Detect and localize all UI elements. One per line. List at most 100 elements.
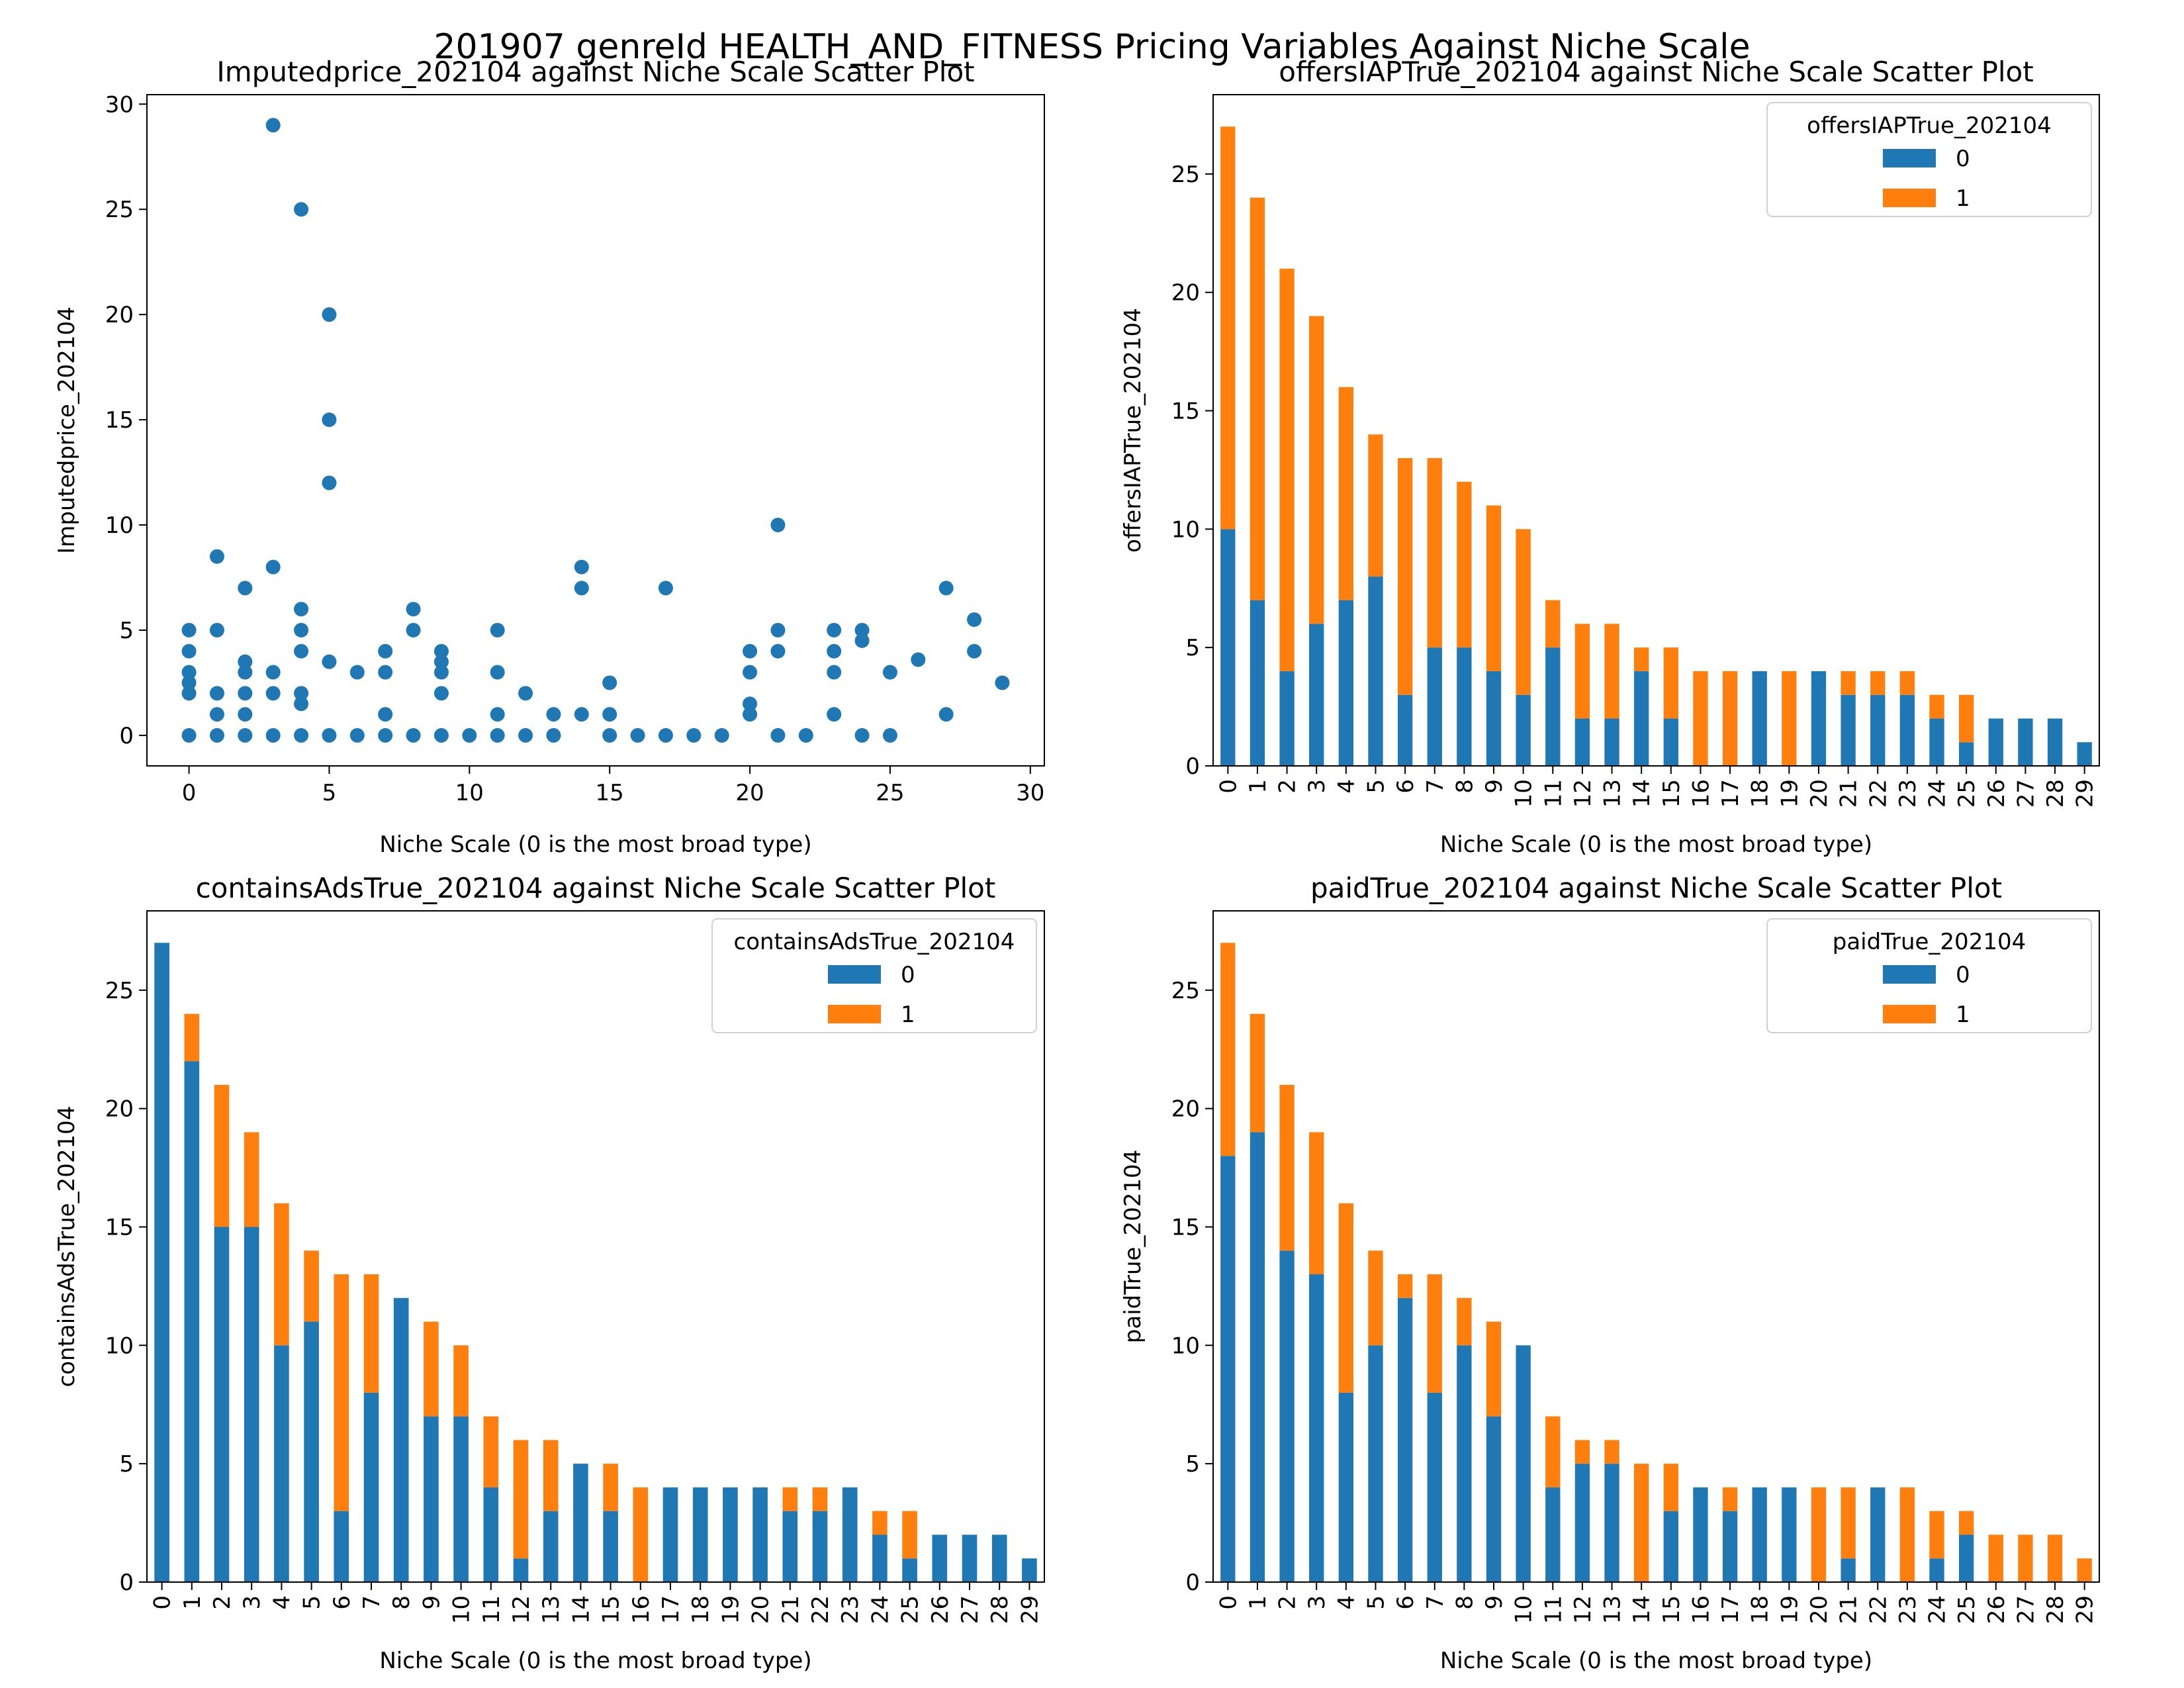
bar-series-1-cat-1 <box>1250 1013 1265 1133</box>
bar-series-1-cat-11 <box>1545 600 1561 648</box>
bar-series-1-cat-5 <box>1368 1250 1383 1346</box>
x-tick-label-3: 29 <box>2072 1595 2099 1624</box>
x-tick-label-1: 28 <box>2042 779 2069 808</box>
x-tick-label-1: 14 <box>1629 779 1655 808</box>
y-axis-label-0: Imputedprice_202104 <box>54 306 80 554</box>
x-tick-label-3: 28 <box>2042 1595 2069 1624</box>
scatter-point <box>238 654 253 669</box>
x-tick-label-1: 1 <box>1245 779 1271 794</box>
bar-series-1-cat-8 <box>1457 481 1472 648</box>
x-tick-label-2: 24 <box>867 1595 893 1624</box>
y-tick-label-1: 25 <box>1171 162 1200 188</box>
bar-series-1-cat-25 <box>902 1511 917 1559</box>
x-tick-label-1: 29 <box>2072 779 2099 808</box>
x-tick-label-3: 20 <box>1806 1595 1833 1624</box>
bar-series-0-cat-23 <box>1899 694 1915 766</box>
scatter-point <box>378 707 393 722</box>
bar-series-0-cat-11 <box>483 1487 499 1582</box>
bar-series-0-cat-5 <box>304 1321 319 1582</box>
bar-series-0-cat-0 <box>154 943 169 1582</box>
bar-series-0-cat-24 <box>1929 718 1944 766</box>
scatter-point <box>770 518 786 533</box>
bar-series-0-cat-25 <box>1958 742 1974 766</box>
legend-label-0: 0 <box>1956 146 1970 172</box>
bar-series-0-cat-0 <box>1220 529 1236 766</box>
legend-swatch-0 <box>828 965 881 984</box>
bar-series-0-cat-13 <box>1604 718 1619 766</box>
x-tick-label-3: 9 <box>1481 1595 1508 1610</box>
scatter-point <box>938 707 954 722</box>
bar-series-1-cat-6 <box>1397 458 1413 695</box>
bar-series-1-cat-6 <box>334 1274 349 1511</box>
paid-bar-panel: paidTrue_202104 against Niche Scale Scat… <box>1120 872 2100 1674</box>
scatter-point <box>294 602 309 617</box>
bar-series-1-cat-29 <box>2077 1558 2092 1582</box>
y-tick-label-2: 0 <box>119 1570 134 1596</box>
x-tick-label-1: 3 <box>1304 779 1330 794</box>
scatter-point <box>658 727 673 743</box>
bar-series-1-cat-11 <box>483 1416 499 1487</box>
x-tick-label-2: 14 <box>568 1595 594 1624</box>
bar-series-0-cat-26 <box>932 1534 948 1582</box>
bar-series-0-cat-9 <box>424 1416 439 1582</box>
scatter-point <box>827 643 842 659</box>
x-tick-label-3: 17 <box>1717 1595 1744 1624</box>
x-tick-label-2: 6 <box>329 1595 355 1610</box>
bar-series-1-cat-6 <box>1397 1274 1413 1298</box>
bar-series-0-cat-3 <box>244 1227 259 1582</box>
bar-series-1-cat-10 <box>1516 529 1531 695</box>
scatter-point <box>238 686 253 701</box>
bar-series-1-cat-3 <box>1309 1132 1324 1275</box>
scatter-point <box>911 652 926 667</box>
bar-series-0-cat-15 <box>1663 718 1678 766</box>
axes-frame-3 <box>1212 910 2100 1583</box>
bar-series-0-cat-1 <box>184 1061 200 1582</box>
x-tick-label-3: 27 <box>2013 1595 2039 1624</box>
scatter-point <box>854 633 870 648</box>
legend-swatch-0 <box>1883 965 1936 984</box>
y-tick-label-1: 15 <box>1171 398 1200 424</box>
bar-series-0-cat-6 <box>334 1511 349 1582</box>
y-tick-label-1: 5 <box>1185 635 1200 661</box>
bar-series-1-cat-24 <box>1929 694 1944 719</box>
x-tick-label-3: 7 <box>1422 1595 1449 1610</box>
bar-series-0-cat-4 <box>1338 600 1354 766</box>
bar-series-1-cat-9 <box>1486 505 1502 671</box>
scatter-point <box>238 707 253 722</box>
x-tick-label-3: 18 <box>1747 1595 1774 1624</box>
y-tick-label-3: 5 <box>1185 1451 1200 1477</box>
bar-series-1-cat-0 <box>1220 943 1236 1156</box>
y-tick-label-0: 0 <box>119 723 134 749</box>
bar-series-1-cat-21 <box>1841 1487 1856 1559</box>
x-tick-label-0: 25 <box>876 780 904 806</box>
bar-series-1-cat-23 <box>1899 1487 1915 1582</box>
x-tick-label-1: 22 <box>1865 779 1891 808</box>
scatter-point <box>433 654 449 669</box>
y-tick-label-0: 25 <box>105 197 134 223</box>
x-tick-label-3: 21 <box>1836 1595 1862 1624</box>
bar-series-0-cat-8 <box>1457 1345 1472 1582</box>
subplot-title-0: Imputedprice_202104 against Niche Scale … <box>216 56 974 88</box>
bar-series-1-cat-1 <box>1250 197 1265 600</box>
bar-series-1-cat-15 <box>603 1464 618 1511</box>
y-tick-label-2: 20 <box>105 1096 134 1123</box>
scatter-point <box>546 727 561 743</box>
bar-series-0-cat-14 <box>573 1464 588 1582</box>
y-tick-label-2: 10 <box>105 1333 134 1359</box>
bar-series-1-cat-4 <box>1338 1203 1354 1393</box>
x-axis-label-1: Niche Scale (0 is the most broad type) <box>1440 831 1872 858</box>
bar-series-1-cat-22 <box>812 1487 828 1511</box>
x-tick-label-3: 12 <box>1570 1595 1596 1624</box>
x-tick-label-2: 26 <box>927 1595 954 1624</box>
bar-series-1-cat-24 <box>1929 1511 1944 1559</box>
bar-series-1-cat-4 <box>1338 387 1354 600</box>
bar-series-0-cat-9 <box>1486 671 1502 766</box>
x-tick-label-3: 5 <box>1363 1595 1389 1610</box>
scatter-point <box>238 581 253 596</box>
bar-series-0-cat-19 <box>1782 1487 1797 1582</box>
x-tick-label-1: 21 <box>1836 779 1862 808</box>
x-tick-label-1: 12 <box>1570 779 1596 808</box>
bar-series-1-cat-19 <box>1782 671 1797 766</box>
scatter-point <box>967 612 982 628</box>
x-axis-label-2: Niche Scale (0 is the most broad type) <box>379 1648 811 1674</box>
